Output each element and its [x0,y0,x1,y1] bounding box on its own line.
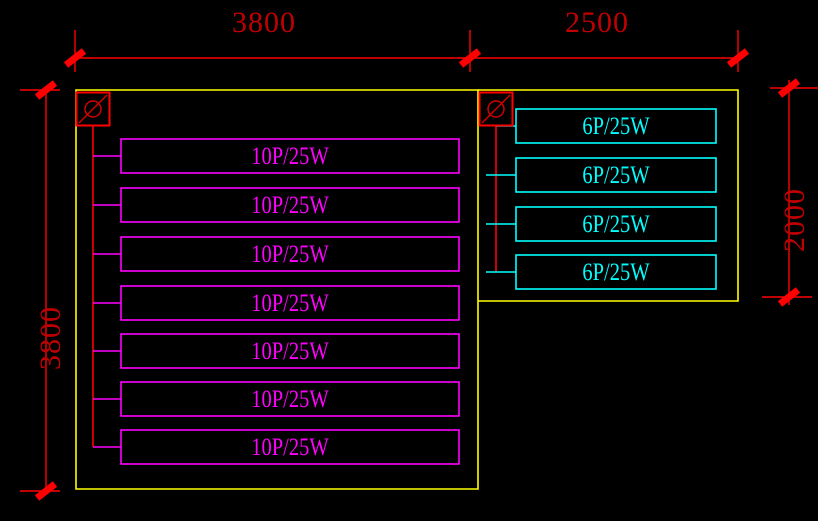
distribution-box-icon[interactable] [478,91,514,127]
fixture-box [515,157,717,193]
fixture-label: 6P/25W [582,162,650,189]
fixture-label: 10P/25W [251,192,329,219]
fixture-label: 10P/25W [251,386,329,413]
dimension-group [20,30,818,498]
fixture-box [120,236,460,272]
fixture-box [120,138,460,174]
fixture-label: 6P/25W [582,113,650,140]
fixture-label: 10P/25W [251,241,329,268]
fixture-boxes-a [120,138,460,465]
fixture-label: 10P/25W [251,290,329,317]
branch-lines-a [93,155,121,448]
fixture-box [120,285,460,321]
dimension-label-top-right: 2500 [565,6,629,39]
fixture-box [120,333,460,369]
dimension-label-left: 3800 [34,306,67,370]
fixture-label: 10P/25W [251,143,329,170]
dimension-label-top-left: 3800 [232,6,296,39]
fixture-label: 6P/25W [582,259,650,286]
fixture-box [120,429,460,465]
dimension-label-right: 2000 [778,188,811,252]
fixture-label: 10P/25W [251,434,329,461]
fixture-box [515,254,717,290]
fixture-box [120,381,460,417]
room-boundary-right [478,89,739,302]
distribution-box-icon[interactable] [75,91,111,127]
fixture-box [515,206,717,242]
fixture-label: 10P/25W [251,338,329,365]
fixture-label: 6P/25W [582,211,650,238]
fixture-box [515,108,717,144]
branch-lines-b [486,125,516,273]
fixture-boxes-b [515,108,717,290]
fixture-box [120,187,460,223]
room-boundary-left [75,89,479,490]
